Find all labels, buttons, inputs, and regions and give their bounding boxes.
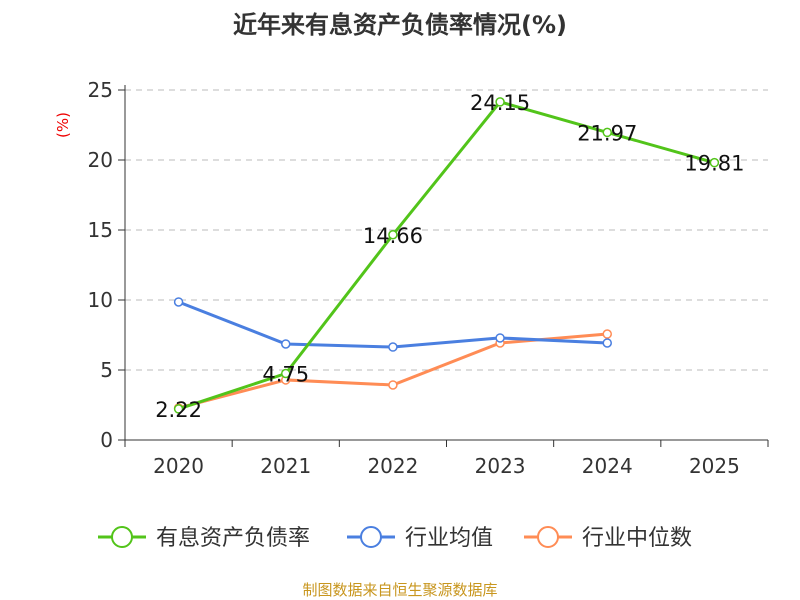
- data-label: 24.15: [470, 91, 530, 115]
- x-tick-label: 2024: [582, 454, 633, 478]
- data-point: [388, 230, 398, 240]
- data-point: [173, 404, 184, 414]
- data-point: [495, 333, 505, 343]
- series-line-0: [178, 100, 715, 411]
- x-tick-label: 2020: [153, 454, 204, 478]
- data-point: [602, 338, 612, 348]
- data-point: [388, 342, 398, 352]
- x-tick-label: 2023: [475, 454, 526, 478]
- y-tick-label: 5: [100, 358, 113, 382]
- data-label: 2.22: [155, 398, 202, 422]
- y-tick-label: 10: [88, 288, 113, 312]
- source-note: 制图数据来自恒生聚源数据库: [302, 581, 497, 599]
- data-point: [173, 297, 184, 307]
- data-point: [495, 97, 505, 107]
- data-point: [709, 157, 720, 168]
- data-point: [281, 339, 291, 349]
- y-tick-label: 25: [88, 78, 113, 102]
- data-point: [602, 329, 612, 339]
- legend-marker: [360, 526, 382, 548]
- x-tick-label: 2022: [367, 454, 418, 478]
- data-label: 21.97: [577, 121, 637, 145]
- y-tick-label: 0: [100, 428, 113, 452]
- series-line-1: [178, 300, 608, 349]
- legend-marker: [111, 526, 133, 548]
- data-label: 14.66: [363, 224, 423, 248]
- data-point: [388, 380, 398, 390]
- y-tick-label: 20: [88, 148, 113, 172]
- legend-label: 行业均值: [405, 526, 493, 551]
- x-tick-label: 2021: [260, 454, 311, 478]
- legend-label: 行业中位数: [582, 526, 692, 551]
- data-point: [281, 368, 291, 379]
- y-axis-label: (%): [54, 112, 72, 138]
- chart-title: 近年来有息资产负债率情况(%): [233, 11, 567, 39]
- data-point: [602, 127, 612, 138]
- y-tick-label: 15: [88, 218, 113, 242]
- data-label: 19.81: [684, 152, 744, 176]
- legend-marker: [537, 526, 559, 548]
- legend-label: 有息资产负债率: [156, 526, 310, 551]
- x-tick-label: 2025: [689, 454, 740, 478]
- data-label: 4.75: [262, 363, 309, 387]
